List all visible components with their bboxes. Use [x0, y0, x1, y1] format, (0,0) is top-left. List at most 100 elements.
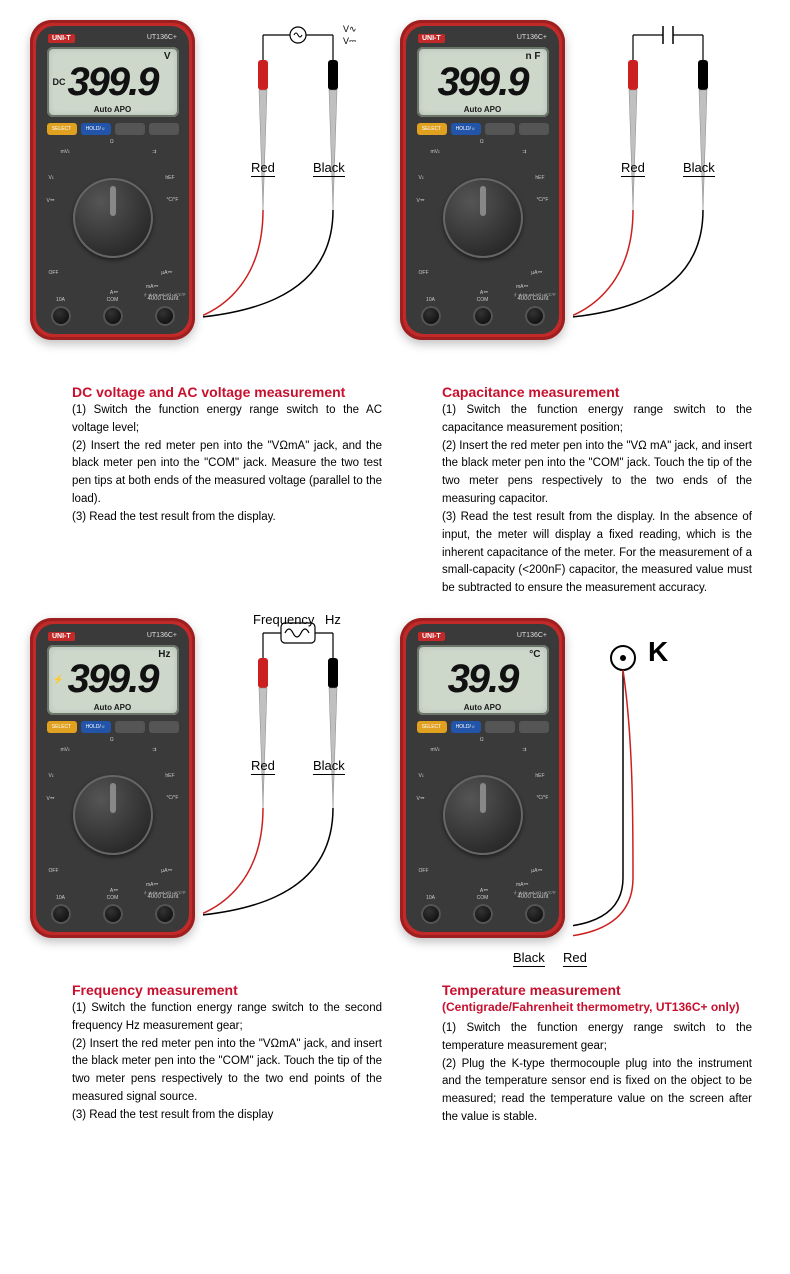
section-1: UNI-T UT136C+ n F 399.9 Auto APO SELECT …: [400, 20, 760, 598]
lcd-sub: Auto APO: [47, 105, 179, 114]
section-2: UNI-T UT136C+ Hz ⚡ 399.9 Auto APO SELECT…: [30, 618, 390, 1127]
instruction-step: (2) Insert the red meter pen into the "V…: [442, 438, 752, 509]
instruction-step: (3) Read the test result from the displa…: [72, 1107, 382, 1125]
button-3: [485, 721, 515, 733]
button-4: [149, 123, 179, 135]
lcd-digits: 399.9: [67, 657, 157, 702]
probe-label-black: Black: [313, 160, 345, 177]
section-title: Capacitance measurement: [442, 384, 760, 400]
hold-button: HOLD/☼: [81, 721, 111, 733]
lcd-unit: °C: [529, 649, 540, 660]
brand-label: UNI-T: [418, 34, 445, 43]
button-4: [149, 721, 179, 733]
jack-10a: 10A: [51, 904, 71, 924]
button-4: [519, 123, 549, 135]
rotary-dial: [443, 178, 523, 258]
instruction-step: (1) Switch the function energy range swi…: [72, 402, 382, 438]
lcd-sub: Auto APO: [47, 703, 179, 712]
section-0: UNI-T UT136C+ V DC 399.9 Auto APO SELECT…: [30, 20, 390, 598]
probe-diagram-temperature: K Black Red: [573, 618, 723, 938]
select-button: SELECT: [417, 721, 447, 733]
instruction-step: (1) Switch the function energy range swi…: [442, 1020, 752, 1056]
instruction-step: (3) Read the test result from the displa…: [442, 509, 752, 598]
probe-label-black: Black: [513, 950, 545, 967]
section-title: Temperature measurement: [442, 982, 760, 998]
lcd-digits: 399.9: [67, 60, 157, 105]
instruction-block: (1) Switch the function energy range swi…: [72, 1000, 382, 1125]
brand-label: UNI-T: [418, 632, 445, 641]
probe-label-red: Red: [251, 160, 275, 177]
probe-label-red: Red: [563, 950, 587, 967]
instruction-step: (2) Plug the K-type thermocouple plug in…: [442, 1056, 752, 1127]
k-label: K: [648, 636, 668, 668]
rotary-dial-area: Ω ⇉ hEF °C/°F μA⏛ mA⏛ A⏛ OFF V⏛ V⏓ mV⏓: [417, 739, 549, 892]
probe-label-red: Red: [621, 160, 645, 177]
brand-label: UNI-T: [48, 632, 75, 641]
multimeter: UNI-T UT136C+ Hz ⚡ 399.9 Auto APO SELECT…: [30, 618, 195, 938]
select-button: SELECT: [47, 123, 77, 135]
section-title: Frequency measurement: [72, 982, 390, 998]
rotary-dial-area: Ω ⇉ hEF °C/°F μA⏛ mA⏛ A⏛ OFF V⏛ V⏓ mV⏓: [417, 141, 549, 294]
hold-button: HOLD/☼: [451, 721, 481, 733]
instruction-step: (1) Switch the function energy range swi…: [442, 402, 752, 438]
probe-diagram: Frequency Hz Red Black: [203, 618, 353, 938]
lcd-display: Hz ⚡ 399.9 Auto APO: [47, 645, 179, 715]
rotary-dial: [73, 178, 153, 258]
jack-vohm: ⏚ ⇉ Hz mA VΩ μA°C°F: [525, 306, 545, 326]
instruction-step: (1) Switch the function energy range swi…: [72, 1000, 382, 1036]
svg-text:V⎓: V⎓: [343, 36, 356, 46]
jack-com: COM: [473, 306, 493, 326]
multimeter: UNI-T UT136C+ V DC 399.9 Auto APO SELECT…: [30, 20, 195, 340]
rotary-dial-area: Ω ⇉ hEF °C/°F μA⏛ mA⏛ A⏛ OFF V⏛ V⏓ mV⏓: [47, 141, 179, 294]
section-title: DC voltage and AC voltage measurement: [72, 384, 390, 400]
jack-com: COM: [473, 904, 493, 924]
jack-vohm: ⏚ ⇉ Hz mA VΩ μA°C°F: [155, 306, 175, 326]
probe-diagram: V∿ V⎓ Red Black: [203, 20, 353, 340]
lcd-digits: 399.9: [437, 60, 527, 105]
instruction-step: (2) Insert the red meter pen into the "V…: [72, 438, 382, 509]
multimeter: UNI-T UT136C+ °C 39.9 Auto APO SELECT HO…: [400, 618, 565, 938]
probe-label-red: Red: [251, 758, 275, 775]
rotary-dial: [73, 775, 153, 855]
button-3: [115, 721, 145, 733]
instruction-block: (1) Switch the function energy range swi…: [72, 402, 382, 527]
jack-vohm: ⏚ ⇉ Hz mA VΩ μA°C°F: [525, 904, 545, 924]
select-button: SELECT: [47, 721, 77, 733]
lcd-unit: Hz: [158, 649, 170, 660]
instruction-block: (1) Switch the function energy range swi…: [442, 402, 752, 598]
lcd-display: V DC 399.9 Auto APO: [47, 47, 179, 117]
rotary-dial: [443, 775, 523, 855]
lcd-mode: DC: [53, 77, 66, 87]
probe-label-black: Black: [313, 758, 345, 775]
jack-vohm: ⏚ ⇉ Hz mA VΩ μA°C°F: [155, 904, 175, 924]
probe-diagram: Red Black: [573, 20, 723, 340]
brand-label: UNI-T: [48, 34, 75, 43]
model-label: UT136C+: [517, 632, 547, 641]
lcd-mode: ⚡: [53, 674, 64, 685]
button-4: [519, 721, 549, 733]
model-label: UT136C+: [147, 632, 177, 641]
jack-10a: 10A: [51, 306, 71, 326]
lcd-sub: Auto APO: [417, 703, 549, 712]
lcd-unit: V: [164, 51, 171, 62]
multimeter: UNI-T UT136C+ n F 399.9 Auto APO SELECT …: [400, 20, 565, 340]
jack-com: COM: [103, 306, 123, 326]
button-3: [485, 123, 515, 135]
instruction-block: (1) Switch the function energy range swi…: [442, 1020, 752, 1127]
lcd-unit: n F: [526, 51, 541, 62]
probe-label-black: Black: [683, 160, 715, 177]
hold-button: HOLD/☼: [451, 123, 481, 135]
rotary-dial-area: Ω ⇉ hEF °C/°F μA⏛ mA⏛ A⏛ OFF V⏛ V⏓ mV⏓: [47, 739, 179, 892]
lcd-sub: Auto APO: [417, 105, 549, 114]
model-label: UT136C+: [147, 34, 177, 43]
button-3: [115, 123, 145, 135]
section-3: UNI-T UT136C+ °C 39.9 Auto APO SELECT HO…: [400, 618, 760, 1127]
lcd-display: °C 39.9 Auto APO: [417, 645, 549, 715]
lcd-display: n F 399.9 Auto APO: [417, 47, 549, 117]
hold-button: HOLD/☼: [81, 123, 111, 135]
instruction-step: (2) Insert the red meter pen into the "V…: [72, 1036, 382, 1107]
svg-text:V∿: V∿: [343, 24, 357, 34]
instruction-step: (3) Read the test result from the displa…: [72, 509, 382, 527]
select-button: SELECT: [417, 123, 447, 135]
jack-10a: 10A: [421, 904, 441, 924]
